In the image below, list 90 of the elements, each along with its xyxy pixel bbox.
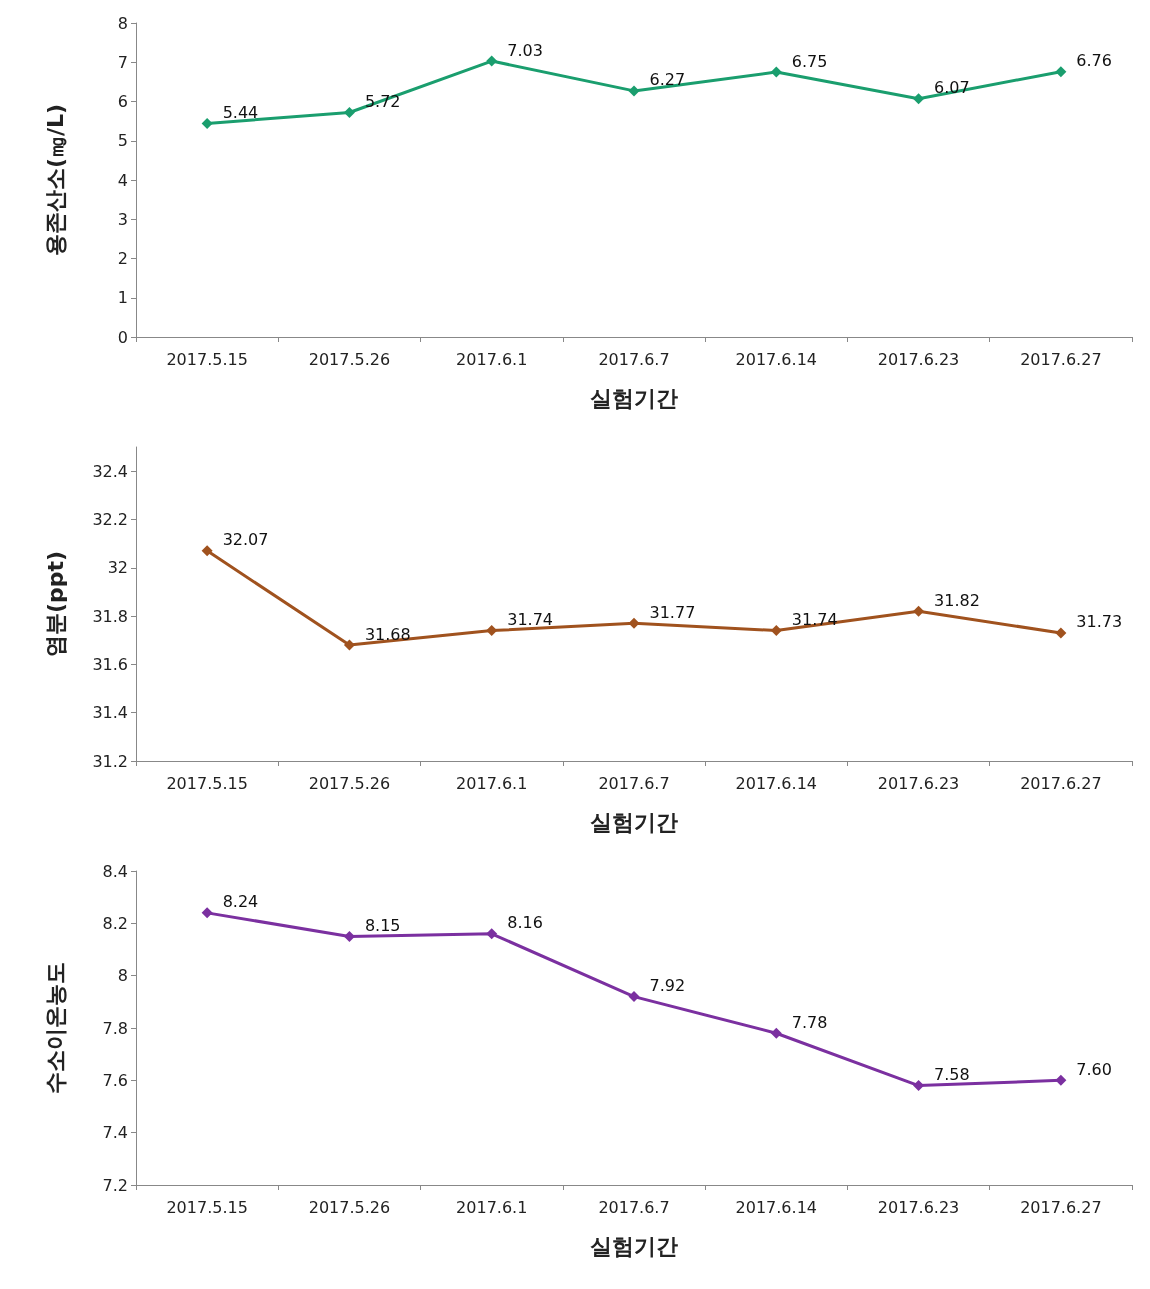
- y-tick-label: 8: [117, 966, 128, 986]
- data-label: 7.60: [1076, 1059, 1112, 1079]
- x-axis-title: 실험기간: [590, 1233, 678, 1259]
- y-tick-label: 8: [117, 13, 128, 33]
- data-label: 31.74: [791, 610, 838, 630]
- y-tick-label: 32.2: [92, 509, 128, 529]
- x-tick-label: 2017.5.26: [308, 349, 391, 369]
- y-tick-label: 8.4: [102, 861, 128, 881]
- x-tick-label: 2017.5.26: [308, 1197, 391, 1217]
- x-tick-label: 2017.6.7: [598, 349, 670, 369]
- data-label: 31.82: [934, 590, 980, 610]
- y-axis-title: 용존산소(㎎/L): [42, 103, 68, 257]
- y-tick-label: 5: [117, 131, 128, 151]
- data-label: 7.78: [791, 1012, 828, 1032]
- x-tick-label: 2017.5.26: [308, 773, 391, 793]
- x-tick-label: 2017.6.7: [598, 1197, 670, 1217]
- data-label: 8.24: [222, 892, 259, 912]
- y-axis-title: 수소이온농도: [42, 962, 68, 1094]
- point: [913, 93, 925, 105]
- x-tick-label: 2017.6.14: [735, 773, 817, 793]
- data-label: 5.44: [222, 102, 259, 122]
- x-tick-label: 2017.6.27: [1020, 1197, 1102, 1217]
- data-label: 6.27: [649, 70, 686, 90]
- x-tick-label: 2017.6.1: [456, 349, 528, 369]
- y-tick-label: 31.6: [92, 654, 128, 674]
- data-label: 31.68: [364, 624, 411, 644]
- y-tick-label: 7.8: [102, 1018, 128, 1038]
- y-tick-label: 7.6: [102, 1070, 128, 1090]
- x-tick-label: 2017.6.23: [877, 1197, 960, 1217]
- x-tick-label: 2017.6.1: [456, 1197, 528, 1217]
- y-tick-label: 32.4: [92, 461, 128, 481]
- y-tick-label: 8.2: [102, 913, 128, 933]
- point: [628, 991, 640, 1003]
- y-tick-label: 31.4: [92, 703, 128, 723]
- data-label: 6.75: [791, 51, 828, 71]
- y-tick-label: 2: [117, 249, 128, 268]
- point: [201, 907, 213, 919]
- x-tick-label: 2017.6.23: [877, 349, 960, 369]
- point: [1055, 66, 1067, 78]
- x-tick-label: 2017.5.15: [166, 349, 248, 369]
- y-tick-label: 4: [117, 170, 128, 190]
- x-tick-label: 2017.6.7: [598, 773, 670, 793]
- point: [201, 117, 213, 129]
- point: [628, 85, 640, 97]
- data-label: 7.58: [934, 1065, 970, 1085]
- point: [1055, 1074, 1067, 1086]
- point: [343, 106, 355, 118]
- x-tick-label: 2017.6.23: [877, 773, 960, 793]
- point: [770, 66, 782, 78]
- data-label: 32.07: [222, 530, 269, 550]
- x-tick-label: 2017.6.27: [1020, 349, 1102, 369]
- x-axis-title: 실험기간: [590, 385, 678, 411]
- x-tick-label: 2017.6.14: [735, 349, 817, 369]
- x-tick-label: 2017.6.27: [1020, 773, 1102, 793]
- data-label: 6.76: [1076, 51, 1112, 71]
- x-tick-label: 2017.5.15: [166, 1197, 248, 1217]
- point: [770, 1027, 782, 1039]
- point: [343, 930, 355, 942]
- y-tick-label: 32: [107, 558, 128, 578]
- data-label: 8.15: [364, 915, 401, 935]
- point: [486, 55, 498, 67]
- point: [201, 545, 213, 557]
- y-tick-label: 7: [117, 52, 128, 72]
- y-tick-label: 31.2: [92, 751, 128, 771]
- point: [913, 1080, 925, 1092]
- point: [913, 605, 925, 617]
- point: [343, 639, 355, 651]
- y-tick-label: 6: [117, 92, 128, 111]
- point: [486, 928, 498, 940]
- y-tick-label: 1: [117, 288, 128, 308]
- y-tick-label: 3: [117, 209, 128, 229]
- x-tick-label: 2017.6.14: [735, 1197, 817, 1217]
- point: [628, 617, 640, 629]
- y-tick-label: 31.8: [92, 606, 128, 626]
- y-tick-label: 0: [117, 327, 128, 347]
- data-label: 7.92: [649, 976, 686, 996]
- x-tick-label: 2017.5.15: [166, 773, 248, 793]
- data-label: 7.03: [507, 40, 543, 60]
- data-label: 31.74: [507, 610, 554, 630]
- y-tick-label: 7.2: [102, 1175, 128, 1195]
- point: [1055, 627, 1067, 639]
- y-axis-title: 염분(ppt): [42, 550, 68, 658]
- data-label: 8.16: [507, 913, 543, 933]
- point: [486, 625, 498, 637]
- x-tick-label: 2017.6.1: [456, 773, 528, 793]
- point: [770, 625, 782, 637]
- data-label: 31.77: [649, 602, 696, 622]
- data-label: 31.73: [1076, 612, 1123, 632]
- y-tick-label: 7.4: [102, 1123, 128, 1143]
- x-axis-title: 실험기간: [590, 809, 678, 835]
